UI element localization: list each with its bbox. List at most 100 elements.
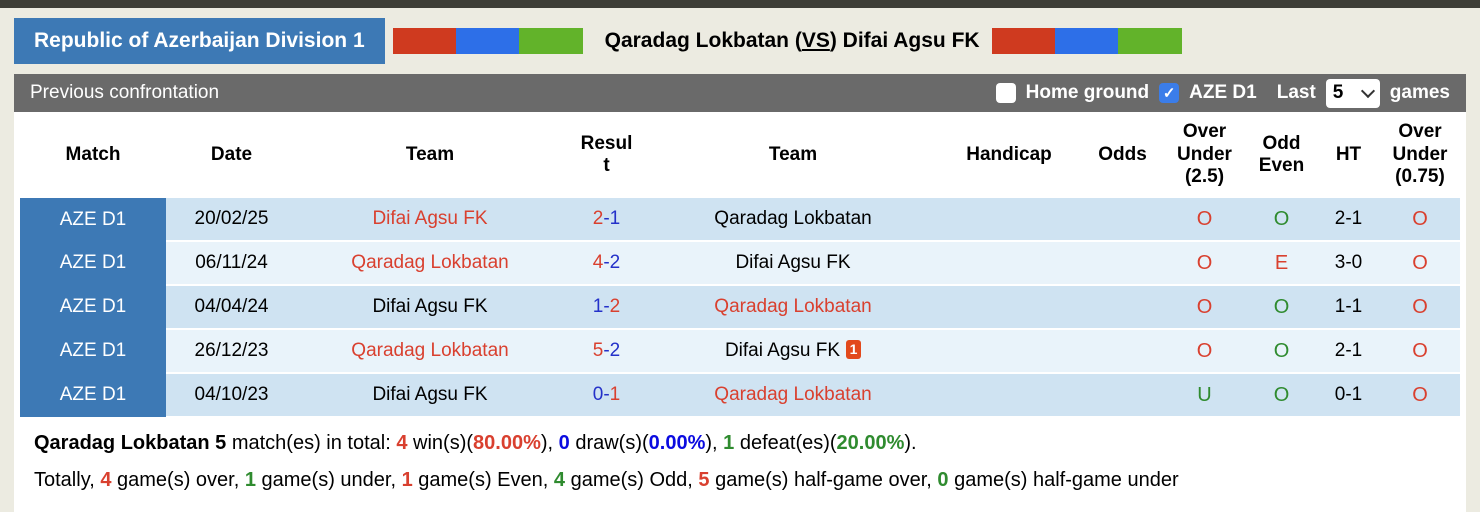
match-title: Qaradag Lokbatan (VS) Difai Agsu FK [605, 29, 980, 53]
away-team-name: Difai Agsu FK [724, 340, 841, 361]
odd-even-value: O [1273, 339, 1290, 362]
league-title-box: Republic of Azerbaijan Division 1 [14, 18, 385, 64]
flag-red-stripe [991, 28, 1055, 54]
over-under-075-cell: O [1380, 373, 1460, 418]
summary-segment: 20.00% [836, 432, 905, 454]
score-separator: - [603, 384, 610, 405]
summary-segment: 1 [723, 432, 735, 454]
home-score: 5 [592, 340, 604, 361]
away-score: 1 [609, 208, 621, 229]
summary-segment: 0 [558, 432, 570, 454]
summary-segment: ). [904, 432, 917, 454]
home-team-name: Difai Agsu FK [372, 296, 488, 317]
over-under-25-cell: U [1163, 373, 1246, 418]
azerbaijan-flag-icon [392, 28, 583, 54]
col-header-odd-even: Odd Even [1258, 132, 1305, 176]
handicap-cell [936, 373, 1082, 418]
summary-segment: game(s) Odd, [565, 469, 699, 491]
odds-cell [1082, 198, 1163, 242]
summary-segment: draw(s)( [569, 432, 649, 454]
result-cell: 5-2 [563, 329, 650, 374]
col-header-home-team: Team [405, 143, 455, 165]
summary-segment: game(s) Even, [412, 469, 554, 491]
summary-segment: 5 [698, 469, 710, 491]
over-under-25-cell: O [1163, 198, 1246, 242]
col-header-ht: HT [1335, 143, 1362, 165]
odd-even-value: E [1274, 251, 1289, 274]
summary-segment: ), [540, 432, 559, 454]
score-separator: - [603, 296, 610, 317]
home-score: 2 [592, 208, 604, 229]
col-header-away-team: Team [768, 143, 818, 165]
match-title-home: Qaradag Lokbatan ( [604, 29, 802, 52]
ht-cell: 1-1 [1317, 285, 1380, 330]
confrontation-panel: Match Date Team Result Team Handicap Odd… [14, 112, 1466, 512]
flag-blue-stripe [1054, 28, 1119, 54]
summary-segment: match(es) in total: [226, 432, 397, 454]
over-under-075-cell: O [1380, 329, 1460, 374]
league-filter-checkbox[interactable] [1159, 83, 1180, 103]
col-header-odds: Odds [1098, 143, 1147, 165]
games-label: games [1389, 82, 1450, 103]
over-under-075-cell: O [1380, 285, 1460, 330]
summary-segment: Qaradag Lokbatan 5 [34, 432, 227, 454]
red-card-badge: 1 [846, 340, 862, 359]
flag-green-stripe [1118, 28, 1182, 54]
summary-segment: 4 [553, 469, 566, 491]
vs-label: VS [801, 29, 830, 52]
table-header-row: Match Date Team Result Team Handicap Odd… [20, 112, 1460, 198]
match-title-away: ) Difai Agsu FK [829, 29, 980, 52]
summary-segment: 1 [244, 469, 256, 491]
league-filter-label: AZE D1 [1189, 82, 1257, 103]
home-ground-checkbox[interactable] [995, 83, 1016, 103]
away-team-cell: Difai Agsu FK 1 [650, 329, 936, 374]
azerbaijan-flag-icon [991, 28, 1182, 54]
summary-segment: 80.00% [473, 432, 541, 454]
last-label: Last [1276, 82, 1316, 103]
away-team-cell: Qaradag Lokbatan [650, 373, 936, 418]
home-team-name: Qaradag Lokbatan [351, 252, 509, 273]
odd-even-value: O [1273, 207, 1290, 230]
odd-even-cell: E [1246, 241, 1317, 286]
date-cell: 04/10/23 [166, 373, 297, 418]
odds-cell [1082, 373, 1163, 418]
odd-even-value: O [1273, 295, 1290, 318]
over-under-075-value: O [1412, 207, 1428, 230]
summary-segment: 4 [396, 432, 408, 454]
last-games-select-value: 5 [1332, 82, 1344, 103]
result-cell: 1-2 [563, 285, 650, 330]
summary-segment: ), [705, 432, 724, 454]
home-score: 0 [592, 384, 604, 405]
ht-cell: 2-1 [1317, 198, 1380, 242]
col-header-over-under-25: Over Under (2.5) [1177, 121, 1232, 188]
col-header-handicap: Handicap [966, 143, 1052, 165]
summary-section: Qaradag Lokbatan 5 match(es) in total: 4… [20, 418, 1460, 493]
league-cell: AZE D1 [20, 373, 166, 417]
home-team-cell: Qaradag Lokbatan [297, 241, 563, 286]
over-under-075-value: O [1412, 251, 1428, 274]
flag-blue-stripe [455, 28, 520, 54]
odds-cell [1082, 329, 1163, 374]
over-under-25-cell: O [1163, 285, 1246, 330]
home-team-cell: Qaradag Lokbatan [297, 329, 563, 374]
summary-segment: 4 [100, 469, 112, 491]
over-under-25-value: O [1196, 251, 1213, 274]
chevron-down-icon [1360, 83, 1375, 99]
result-cell: 2-1 [563, 198, 650, 242]
away-team-cell: Qaradag Lokbatan [650, 285, 936, 330]
ht-cell: 0-1 [1317, 373, 1380, 418]
odds-cell [1082, 285, 1163, 330]
home-team-cell: Difai Agsu FK [297, 373, 563, 418]
last-games-select[interactable]: 5 [1325, 78, 1380, 108]
home-ground-label: Home ground [1025, 82, 1150, 103]
col-header-result: Result [563, 112, 650, 198]
handicap-cell [936, 198, 1082, 242]
summary-segment: win(s)( [407, 432, 474, 454]
page-header: Republic of Azerbaijan Division 1 Qarada… [14, 18, 1466, 64]
over-under-25-value: U [1197, 383, 1212, 406]
summary-segment: game(s) under, [255, 469, 402, 491]
away-score: 2 [609, 252, 621, 273]
summary-segment: game(s) half-game over, [709, 469, 938, 491]
away-team-cell: Difai Agsu FK [650, 241, 936, 286]
home-team-cell: Difai Agsu FK [297, 198, 563, 242]
